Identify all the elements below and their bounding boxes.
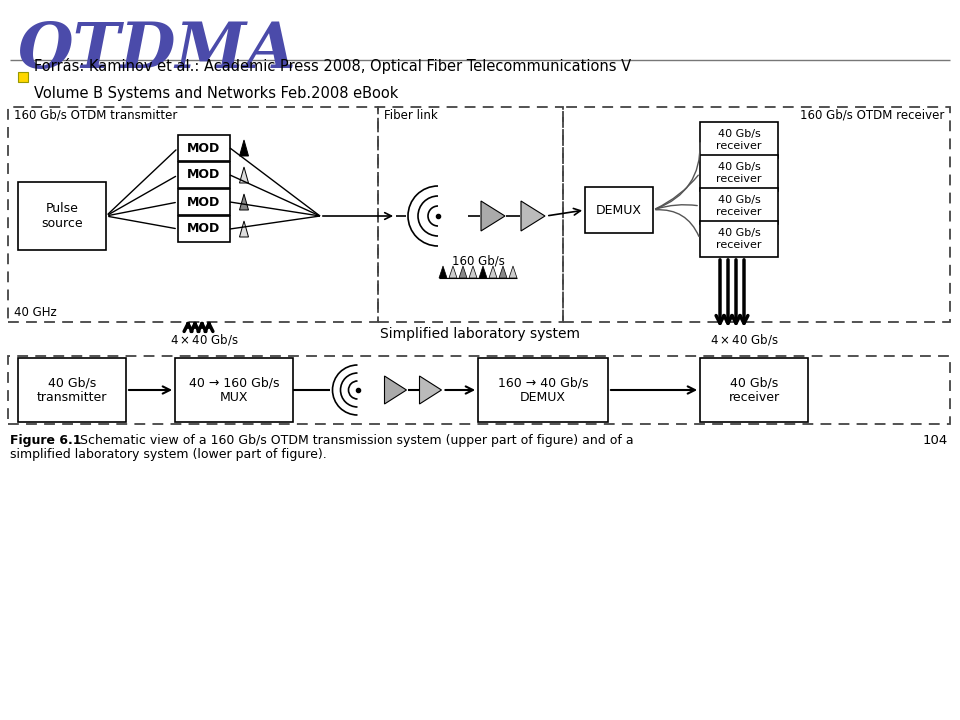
Polygon shape: [239, 221, 249, 237]
Bar: [178, 135, 230, 161]
Text: 104: 104: [923, 434, 948, 447]
Polygon shape: [489, 266, 497, 278]
Text: simplified laboratory system (lower part of figure).: simplified laboratory system (lower part…: [10, 448, 326, 461]
Text: Simplified laboratory system: Simplified laboratory system: [380, 327, 580, 341]
Text: Schematic view of a 160 Gb/s OTDM transmission system (upper part of figure) and: Schematic view of a 160 Gb/s OTDM transm…: [72, 434, 634, 447]
Text: 40 → 160 Gb/s
MUX: 40 → 160 Gb/s MUX: [189, 376, 279, 404]
Text: $4\times40$ Gb/s: $4\times40$ Gb/s: [709, 332, 779, 347]
Bar: [700, 221, 778, 257]
Bar: [178, 162, 230, 188]
Bar: [478, 358, 608, 422]
Polygon shape: [479, 266, 487, 278]
Polygon shape: [499, 266, 507, 278]
Text: Pulse
source: Pulse source: [41, 202, 83, 230]
Text: MOD: MOD: [187, 196, 221, 209]
Text: OTDMA: OTDMA: [18, 20, 297, 81]
Text: 160 Gb/s: 160 Gb/s: [451, 254, 504, 267]
Text: 40 Gb/s
receiver: 40 Gb/s receiver: [716, 129, 761, 150]
Polygon shape: [420, 376, 442, 404]
Text: 40 Gb/s
receiver: 40 Gb/s receiver: [716, 195, 761, 217]
Text: $4\times40$ Gb/s: $4\times40$ Gb/s: [170, 332, 238, 347]
Text: Volume B Systems and Networks Feb.2008 eBook: Volume B Systems and Networks Feb.2008 e…: [34, 86, 398, 101]
Text: 160 Gb/s OTDM receiver: 160 Gb/s OTDM receiver: [800, 109, 944, 122]
Text: 160 Gb/s OTDM transmitter: 160 Gb/s OTDM transmitter: [14, 109, 178, 122]
Bar: [700, 155, 778, 191]
Text: Figure 6.1: Figure 6.1: [10, 434, 82, 447]
Text: 40 Gb/s
receiver: 40 Gb/s receiver: [729, 376, 780, 404]
Bar: [378, 107, 563, 322]
Polygon shape: [239, 194, 249, 210]
Bar: [8, 356, 950, 424]
Text: 40 GHz: 40 GHz: [14, 306, 57, 319]
Polygon shape: [239, 167, 249, 183]
Bar: [563, 107, 950, 322]
Bar: [175, 358, 293, 422]
Bar: [18, 182, 106, 250]
Text: 40 Gb/s
receiver: 40 Gb/s receiver: [716, 162, 761, 184]
Polygon shape: [459, 266, 467, 278]
Polygon shape: [449, 266, 457, 278]
Bar: [700, 358, 808, 422]
Polygon shape: [469, 266, 477, 278]
Text: 40 Gb/s
transmitter: 40 Gb/s transmitter: [36, 376, 108, 404]
Polygon shape: [521, 201, 545, 231]
Text: MOD: MOD: [187, 222, 221, 235]
Text: MOD: MOD: [187, 168, 221, 181]
Bar: [700, 122, 778, 158]
Text: Fiber link: Fiber link: [384, 109, 438, 122]
Polygon shape: [481, 201, 505, 231]
Bar: [8, 107, 378, 322]
Text: 160 → 40 Gb/s
DEMUX: 160 → 40 Gb/s DEMUX: [497, 376, 588, 404]
Polygon shape: [239, 140, 249, 156]
Polygon shape: [385, 376, 406, 404]
Bar: [18, 72, 28, 82]
Text: 40 Gb/s
receiver: 40 Gb/s receiver: [716, 228, 761, 250]
Bar: [585, 187, 653, 233]
Text: MOD: MOD: [187, 142, 221, 155]
Bar: [18, 358, 126, 422]
Text: Forrás: Kaminov et al.: Academic Press 2008, Optical Fiber Telecommunications V: Forrás: Kaminov et al.: Academic Press 2…: [34, 58, 631, 74]
Polygon shape: [509, 266, 517, 278]
Text: DEMUX: DEMUX: [596, 204, 642, 217]
Bar: [700, 188, 778, 224]
Bar: [178, 189, 230, 215]
Polygon shape: [439, 266, 447, 278]
Bar: [178, 216, 230, 242]
